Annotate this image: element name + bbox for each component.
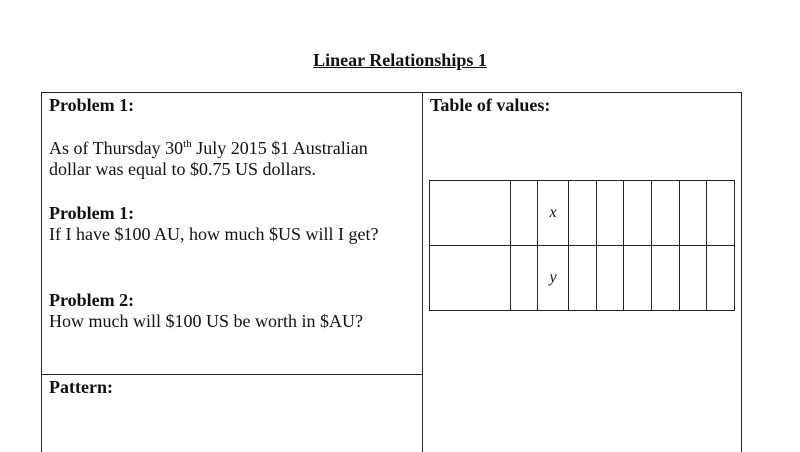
table-cell[interactable] [510,180,538,246]
table-of-values-heading: Table of values: [430,95,551,115]
table-cell[interactable] [706,180,735,246]
problem-1-heading: Problem 1: [49,203,135,223]
table-cell[interactable] [429,245,511,311]
table-cell[interactable] [568,245,597,311]
table-cell[interactable] [510,245,538,311]
problem-1-text: If I have $100 AU, how much $US will I g… [49,224,379,244]
page-title: Linear Relationships 1 [313,50,487,70]
table-cell[interactable] [651,245,680,311]
table-cell[interactable] [568,180,597,246]
table-row-x: x [429,180,735,246]
pattern-heading: Pattern: [49,377,113,397]
table-cell[interactable] [596,245,624,311]
table-cell[interactable] [706,245,735,311]
table-cell[interactable] [679,245,707,311]
table-row-y: y [429,245,735,311]
problem-2-heading: Problem 2: [49,290,135,310]
table-cell[interactable] [679,180,707,246]
box-right-border [741,92,743,452]
row-label-y: y [537,245,569,311]
column-divider [422,92,424,452]
row-label-x: x [537,180,569,246]
intro-text-line2: dollar was equal to $0.75 US dollars. [49,159,316,179]
pattern-divider [41,374,423,376]
table-cell[interactable] [623,245,652,311]
table-of-values: x y [429,180,735,311]
problem-heading: Problem 1: [49,95,135,115]
problem-2-text: How much will $100 US be worth in $AU? [49,311,363,331]
table-cell[interactable] [623,180,652,246]
table-cell[interactable] [596,180,624,246]
box-left-border [41,92,43,452]
table-cell[interactable] [429,180,511,246]
box-top-border [41,92,742,94]
table-cell[interactable] [651,180,680,246]
intro-text-line1: As of Thursday 30th July 2015 $1 Austral… [49,138,368,158]
